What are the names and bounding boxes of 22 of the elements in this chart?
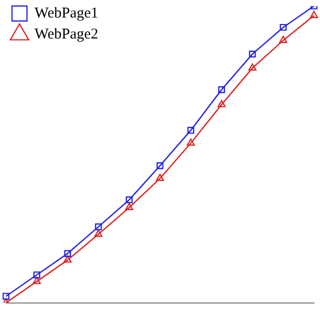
point	[248, 63, 256, 71]
point	[218, 86, 226, 94]
legend-label: WebPage1	[34, 5, 98, 22]
point	[310, 10, 318, 18]
point	[280, 24, 287, 31]
point	[156, 162, 164, 170]
point	[218, 100, 226, 108]
point	[94, 223, 102, 230]
point	[125, 202, 134, 210]
point	[187, 126, 194, 134]
point	[94, 230, 102, 237]
point	[64, 250, 72, 257]
point	[33, 271, 40, 278]
point	[64, 255, 72, 263]
point	[126, 196, 133, 204]
point	[2, 292, 10, 300]
point	[279, 36, 288, 44]
point	[186, 138, 195, 146]
point	[248, 50, 256, 58]
legend-label: WebPage2	[34, 26, 98, 42]
point	[156, 174, 164, 182]
point	[32, 276, 41, 284]
